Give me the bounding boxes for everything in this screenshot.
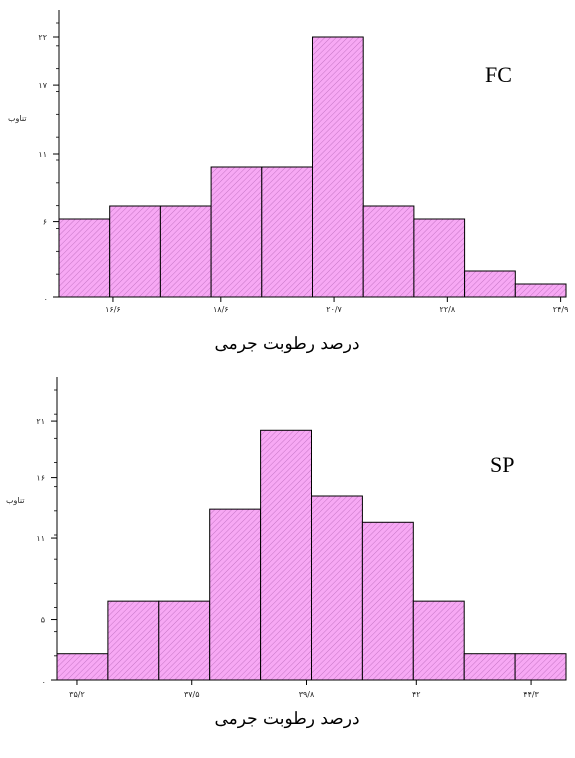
sp-histogram: . ۵ ۱۱ ۱۶ ۲۱ ۳۵/۲ ۳۷/۵ ۳۹/۸ ۴۲ ۴۴/۳ تناوب SP درص… [6,377,567,729]
sp-x-tick-label: ۴۲ [412,690,421,699]
fc-y-tick-label: ۱۷ [38,81,47,90]
fc-bars [58,36,567,298]
fc-y-tick-label: ۲۲ [38,33,47,42]
sp-x-ticks: ۳۵/۲ ۳۷/۵ ۳۹/۸ ۴۲ ۴۴/۳ [69,680,540,699]
sp-x-tick-label: ۳۷/۵ [184,690,200,699]
sp-bar [260,429,313,681]
fc-bar [514,283,567,298]
fc-chart-title: FC [485,62,512,87]
fc-y-tick-label: ۱۱ [38,150,47,159]
sp-x-tick-label: ۴۴/۳ [523,690,539,699]
sp-y-axis-label: تناوب [6,496,24,505]
fc-bar [109,205,161,298]
fc-x-tick-label: ۲۴/۹ [553,305,569,314]
sp-bars [56,429,567,681]
fc-bar [58,218,111,298]
fc-x-tick-label: ۱۸/۶ [213,305,229,314]
sp-y-tick-label: . [42,676,45,685]
fc-x-tick-label: ۱۶/۶ [105,305,121,314]
fc-x-tick-label: ۲۰/۷ [326,305,342,314]
fc-x-ticks: ۱۶/۶ ۱۸/۶ ۲۰/۷ ۲۲/۸ ۲۴/۹ [105,297,568,314]
sp-bar [311,495,363,681]
sp-bar [412,600,465,681]
fc-bar [464,270,516,298]
fc-x-tick-label: ۲۲/۸ [440,305,456,314]
sp-y-tick-label: ۱۱ [36,534,45,543]
fc-x-axis-label: درصد رطوبت جرمی [214,334,359,354]
fc-y-tick-label: ۶ [43,218,47,227]
sp-y-tick-label: ۲۱ [36,417,45,426]
fc-y-axis-label: تناوب [8,114,26,123]
fc-bar [261,166,313,298]
fc-bar [312,36,364,298]
sp-y-tick-label: ۵ [41,616,45,625]
sp-x-tick-label: ۳۹/۸ [299,690,315,699]
sp-bar [56,653,109,681]
sp-chart-title: SP [490,452,514,477]
sp-bar [107,600,160,681]
sp-bar [463,653,516,681]
fc-bar [362,205,415,298]
sp-bar [158,600,211,681]
fc-bar [210,166,263,298]
fc-bar [159,205,212,298]
sp-y-tick-label: ۱۶ [36,474,45,483]
sp-bar [514,653,567,681]
sp-y-ticks: . ۵ ۱۱ ۱۶ ۲۱ [36,389,57,685]
fc-y-ticks: . ۶ ۱۱ ۱۷ ۲۲ [38,22,59,302]
sp-x-tick-label: ۳۵/۲ [69,690,85,699]
fc-bar [413,218,466,298]
fc-histogram: . ۶ ۱۱ ۱۷ ۲۲ ۱۶/۶ ۱۸/۶ ۲۰/۷ ۲۲/۸ ۲۴/۹ تناوب FC د… [8,10,568,354]
sp-x-axis-label: درصد رطوبت جرمی [214,709,359,729]
fc-y-tick-label: . [44,293,47,302]
sp-bar [361,521,414,681]
sp-bar [209,508,262,681]
